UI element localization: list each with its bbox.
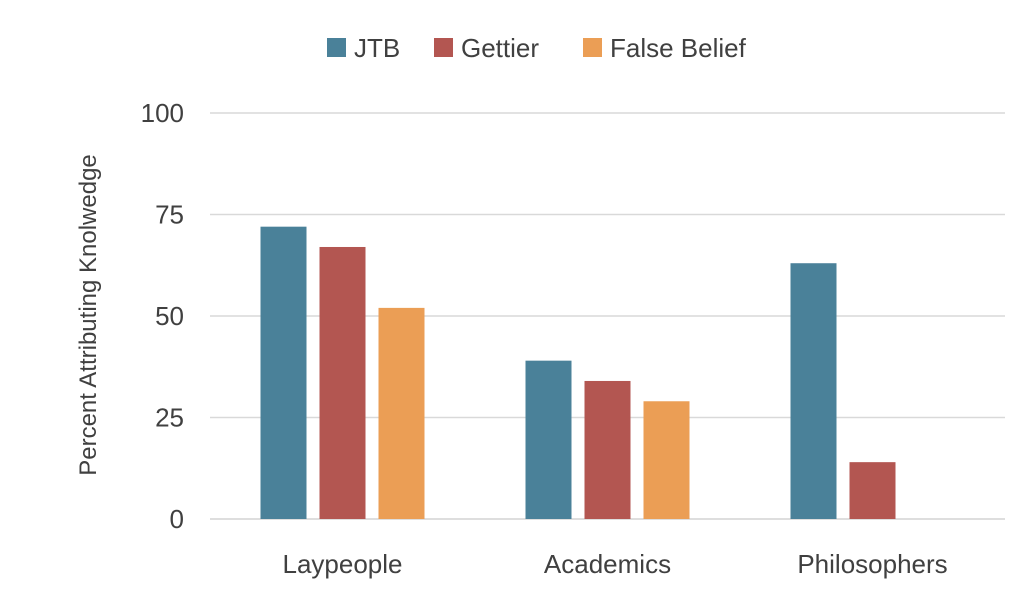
bar-false-belief-laypeople xyxy=(378,307,425,519)
bar-gettier-laypeople xyxy=(319,246,366,520)
y-tick-label: 100 xyxy=(141,98,184,128)
legend-swatch-false-belief xyxy=(583,38,602,57)
legend-label: False Belief xyxy=(610,33,747,63)
bar-jtb-philosophers xyxy=(790,263,837,519)
x-tick-label: Laypeople xyxy=(283,549,403,579)
legend-swatch-gettier xyxy=(434,38,453,57)
bar-gettier-philosophers xyxy=(849,462,896,519)
y-axis-ticks: 0 25 50 75 100 xyxy=(141,98,184,534)
y-tick-label: 0 xyxy=(170,504,184,534)
y-tick-label: 50 xyxy=(155,301,184,331)
bar-jtb-academics xyxy=(525,360,572,519)
legend: JTB Gettier False Belief xyxy=(327,33,747,63)
bars xyxy=(260,226,896,520)
legend-label: Gettier xyxy=(461,33,539,63)
bar-gettier-academics xyxy=(584,380,631,519)
legend-label: JTB xyxy=(354,33,400,63)
y-axis-title: Percent Attributing Knolwedge xyxy=(75,154,102,476)
x-tick-label: Academics xyxy=(544,549,671,579)
x-tick-label: Philosophers xyxy=(797,549,947,579)
legend-swatch-jtb xyxy=(327,38,346,57)
x-axis-ticks: Laypeople Academics Philosophers xyxy=(283,549,948,579)
y-tick-label: 25 xyxy=(155,403,184,433)
y-tick-label: 75 xyxy=(155,200,184,230)
bar-jtb-laypeople xyxy=(260,226,307,519)
bar-false-belief-academics xyxy=(643,401,690,519)
